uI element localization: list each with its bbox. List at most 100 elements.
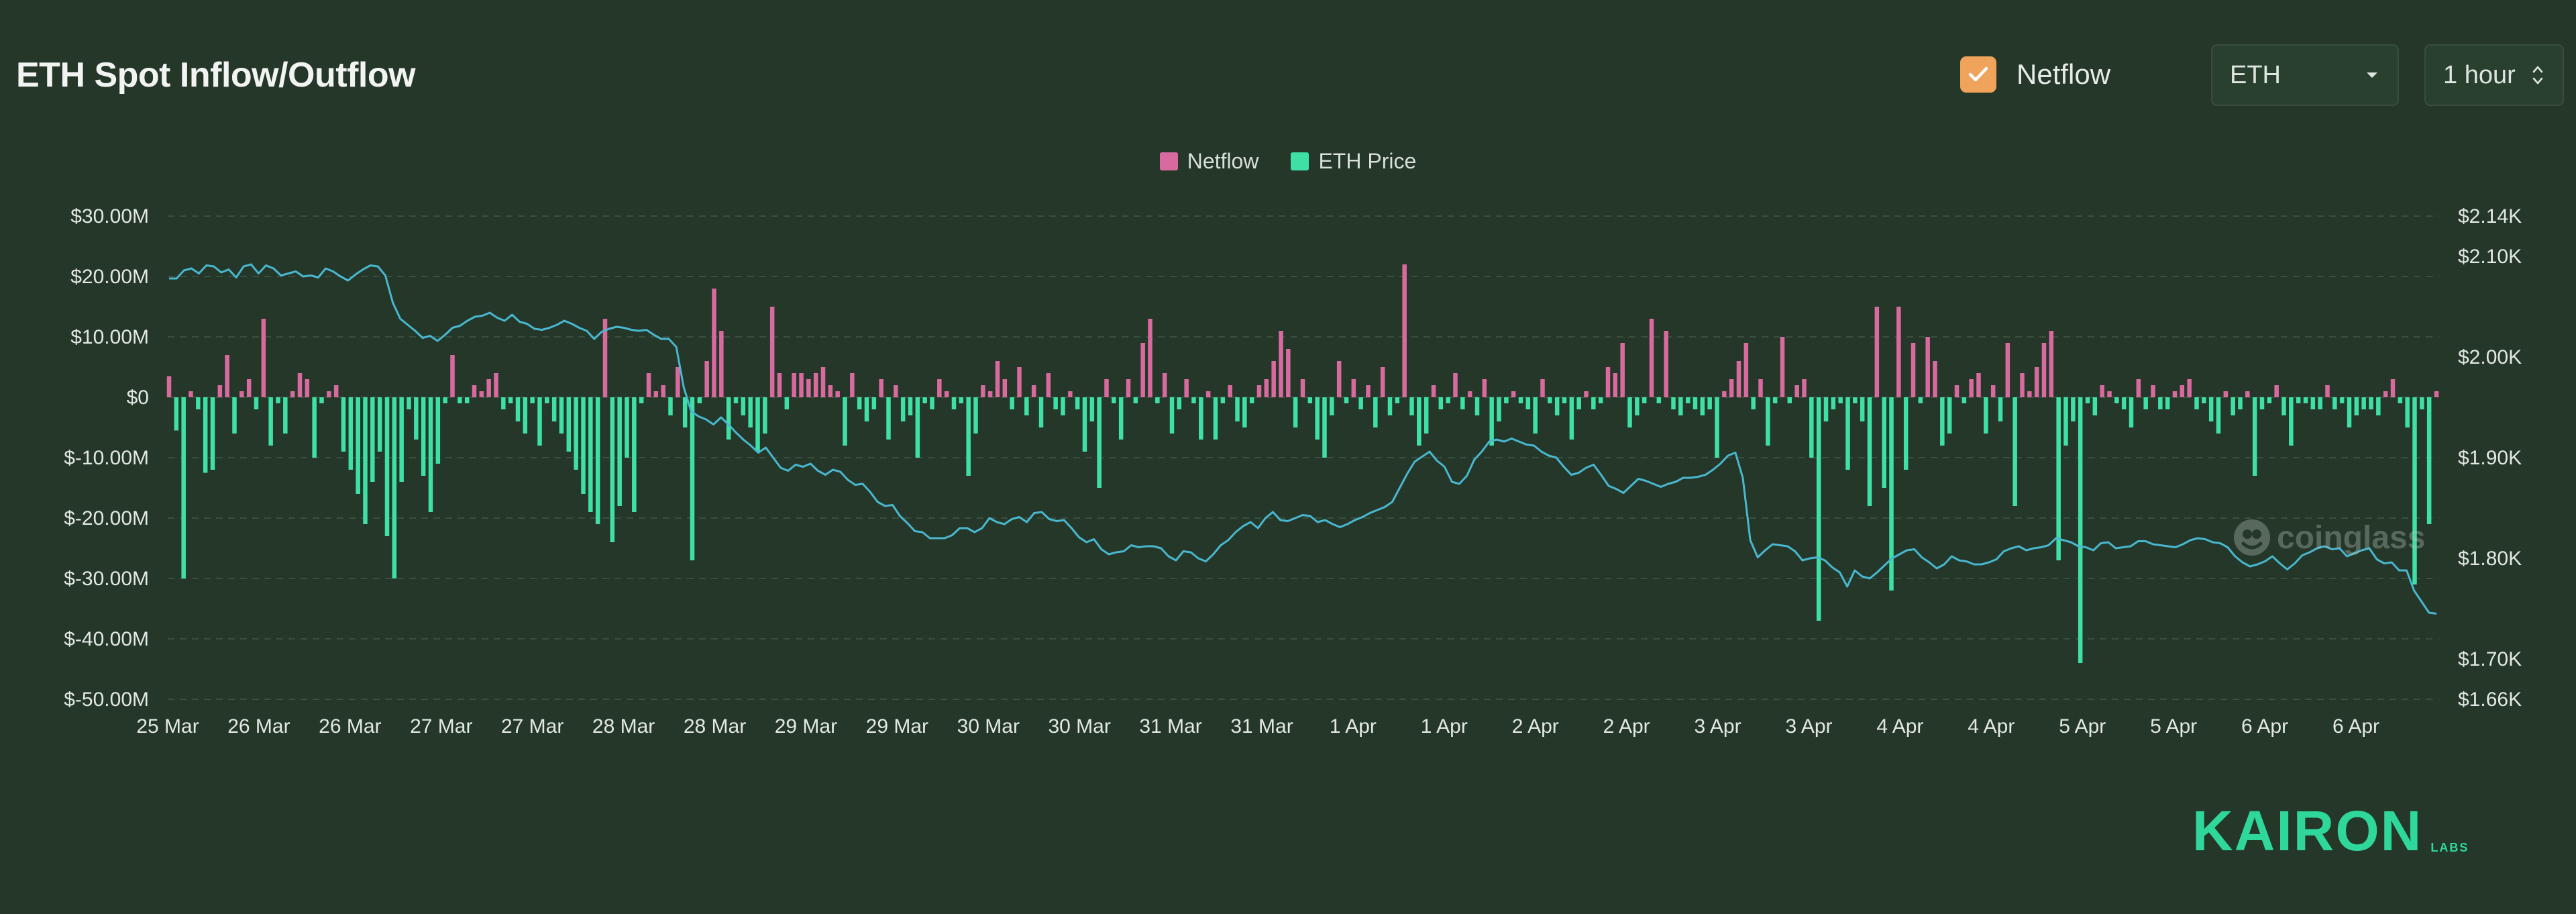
netflow-bar bbox=[1729, 379, 1734, 397]
netflow-bar bbox=[1256, 385, 1262, 397]
x-tick-label: 5 Apr bbox=[2059, 715, 2106, 738]
netflow-bar bbox=[1460, 397, 1465, 409]
netflow-bar bbox=[2005, 343, 2010, 397]
netflow-bar bbox=[1867, 397, 1872, 506]
netflow-bar bbox=[1213, 397, 1218, 440]
netflow-bar bbox=[864, 397, 869, 421]
netflow-bar bbox=[305, 379, 310, 397]
brand-sub: LABS bbox=[2430, 841, 2469, 854]
netflow-bar bbox=[501, 397, 506, 409]
netflow-bar bbox=[1155, 397, 1160, 403]
netflow-bar bbox=[1693, 397, 1698, 409]
netflow-bar bbox=[646, 373, 651, 397]
netflow-bar bbox=[1613, 373, 1618, 397]
netflow-bar bbox=[1344, 397, 1349, 403]
netflow-bar bbox=[1112, 397, 1116, 403]
y-right-tick-label: $2.00K bbox=[2458, 346, 2522, 368]
x-tick-label: 26 Mar bbox=[319, 715, 381, 738]
netflow-bar bbox=[1336, 361, 1342, 397]
netflow-bar bbox=[1743, 343, 1749, 397]
netflow-bar bbox=[428, 397, 433, 512]
netflow-bar bbox=[1642, 397, 1647, 403]
netflow-bar bbox=[283, 397, 288, 434]
netflow-bar bbox=[944, 391, 949, 397]
netflow-bar bbox=[472, 385, 477, 397]
netflow-bar bbox=[1504, 397, 1509, 403]
netflow-checkbox[interactable] bbox=[1960, 56, 1996, 93]
netflow-bar bbox=[217, 385, 223, 397]
y-right-tick-label: $1.90K bbox=[2458, 447, 2522, 469]
netflow-bar bbox=[2274, 385, 2279, 397]
netflow-bar bbox=[639, 397, 644, 403]
netflow-bar bbox=[2143, 397, 2148, 409]
x-tick-label: 25 Mar bbox=[136, 715, 199, 738]
netflow-bar bbox=[755, 397, 760, 452]
netflow-bar bbox=[2165, 397, 2170, 409]
netflow-bar bbox=[1548, 397, 1552, 403]
x-tick-label: 4 Apr bbox=[1968, 715, 2015, 738]
sort-arrows-icon bbox=[2532, 66, 2543, 85]
watermark-text: coinglass bbox=[2277, 519, 2426, 556]
netflow-bar bbox=[843, 397, 847, 446]
netflow-bar bbox=[763, 397, 767, 434]
netflow-bar bbox=[2296, 397, 2301, 403]
netflow-bar bbox=[1962, 397, 1967, 403]
netflow-bar bbox=[581, 397, 586, 494]
netflow-bar bbox=[1707, 397, 1712, 409]
netflow-bar bbox=[2100, 385, 2104, 397]
netflow-bar bbox=[2121, 397, 2127, 409]
netflow-bar bbox=[2223, 391, 2229, 397]
netflow-bar bbox=[1685, 397, 1690, 403]
netflow-bar bbox=[915, 397, 920, 458]
x-tick-label: 5 Apr bbox=[2150, 715, 2197, 738]
legend-item-netflow[interactable]: Netflow bbox=[1159, 149, 1258, 174]
netflow-bar bbox=[1802, 379, 1807, 397]
netflow-bar bbox=[2238, 397, 2243, 409]
legend-label-eth-price: ETH Price bbox=[1318, 149, 1417, 173]
y-left-tick-label: $20.00M bbox=[70, 266, 149, 288]
netflow-bar bbox=[973, 397, 978, 434]
interval-select[interactable]: 1 hour bbox=[2424, 44, 2564, 106]
netflow-bar bbox=[276, 397, 280, 403]
netflow-bar bbox=[806, 379, 811, 397]
netflow-bar bbox=[1038, 397, 1044, 427]
netflow-bar bbox=[1605, 367, 1611, 397]
netflow-bar bbox=[835, 391, 840, 397]
netflow-bar bbox=[719, 331, 724, 397]
legend-item-eth-price[interactable]: ETH Price bbox=[1291, 149, 1416, 174]
netflow-bar bbox=[1177, 397, 1182, 409]
netflow-bar bbox=[1358, 397, 1363, 409]
y-left-tick-label: $-10.00M bbox=[64, 447, 149, 469]
x-tick-label: 1 Apr bbox=[1330, 715, 1377, 738]
netflow-bar bbox=[1205, 391, 1211, 397]
netflow-bar bbox=[1700, 397, 1705, 415]
netflow-bar bbox=[2158, 397, 2163, 409]
netflow-bar bbox=[261, 319, 266, 397]
netflow-bar bbox=[384, 397, 390, 536]
netflow-bar bbox=[2085, 397, 2090, 403]
netflow-bar bbox=[2012, 397, 2017, 506]
netflow-bar bbox=[1554, 397, 1560, 415]
netflow-bar bbox=[828, 385, 833, 397]
netflow-bar bbox=[1715, 397, 1719, 458]
netflow-bar bbox=[610, 397, 615, 542]
netflow-bar bbox=[726, 397, 731, 440]
asset-select[interactable]: ETH bbox=[2211, 44, 2399, 106]
netflow-bar bbox=[1518, 397, 1523, 403]
netflow-bar bbox=[166, 376, 172, 397]
coinglass-logo-icon bbox=[2234, 519, 2270, 556]
netflow-bar bbox=[1860, 397, 1865, 421]
netflow-bar bbox=[2354, 397, 2359, 415]
netflow-bar bbox=[2151, 385, 2155, 397]
netflow-toggle[interactable]: Netflow bbox=[1960, 56, 2110, 93]
netflow-bar bbox=[1104, 379, 1109, 397]
netflow-bar bbox=[741, 397, 746, 415]
netflow-bar bbox=[1249, 397, 1254, 403]
netflow-bars bbox=[166, 264, 2439, 663]
netflow-bar bbox=[407, 397, 411, 409]
netflow-bar bbox=[450, 355, 455, 397]
netflow-bar bbox=[1882, 397, 1886, 488]
netflow-bar bbox=[537, 397, 542, 446]
netflow-bar bbox=[1228, 385, 1232, 397]
